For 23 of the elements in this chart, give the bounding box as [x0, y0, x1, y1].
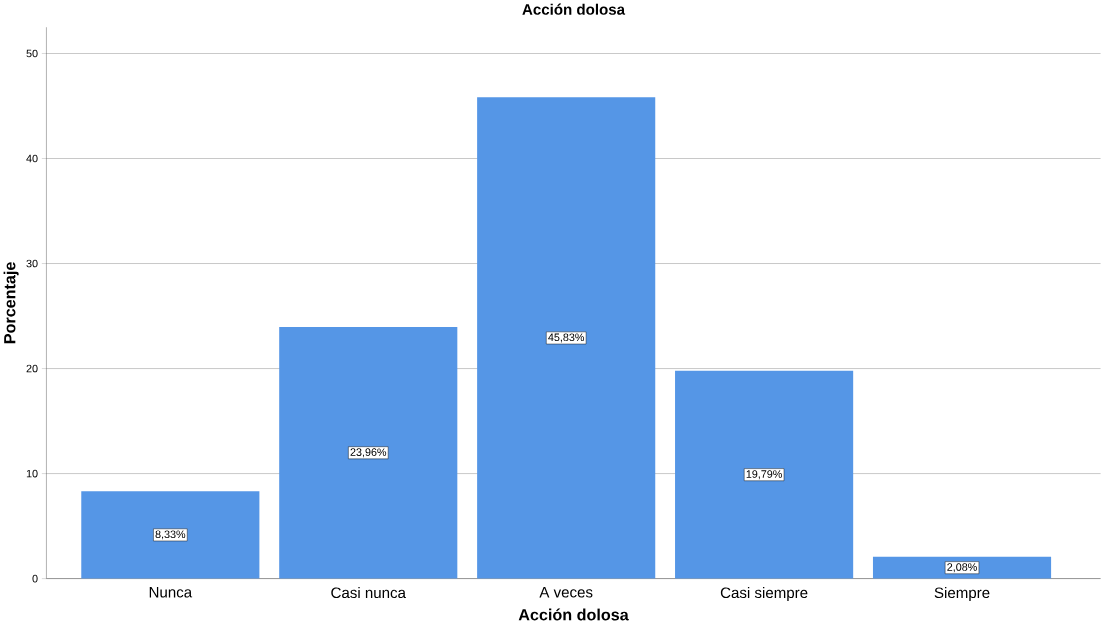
bar: [477, 97, 656, 579]
y-axis-title: Porcentaje: [3, 262, 19, 344]
data-label: 8,33%: [155, 530, 186, 540]
data-label: 45,83%: [548, 333, 585, 343]
bar: [675, 370, 854, 579]
x-tick-label: Nunca: [149, 586, 193, 598]
y-tick-label: 0: [32, 574, 38, 583]
x-tick-label: Casi nunca: [331, 586, 406, 599]
x-tick-label: A veces: [539, 586, 593, 598]
y-tick-label: 30: [26, 259, 38, 268]
y-tick-label: 40: [26, 154, 38, 163]
bar: [81, 491, 260, 579]
y-tick-label: 20: [26, 364, 38, 373]
chart-title: Acción dolosa: [522, 3, 626, 15]
data-label: 23,96%: [350, 448, 387, 458]
y-tick-label: 50: [26, 49, 38, 58]
y-tick-label: 10: [26, 469, 38, 478]
x-axis-title: Acción dolosa: [518, 608, 629, 621]
x-tick-label: Casi siempre: [720, 586, 808, 602]
data-label: 2,08%: [947, 563, 977, 573]
data-label: 19,79%: [746, 470, 782, 480]
x-tick-label: Siempre: [934, 586, 990, 602]
bar: [279, 326, 458, 579]
